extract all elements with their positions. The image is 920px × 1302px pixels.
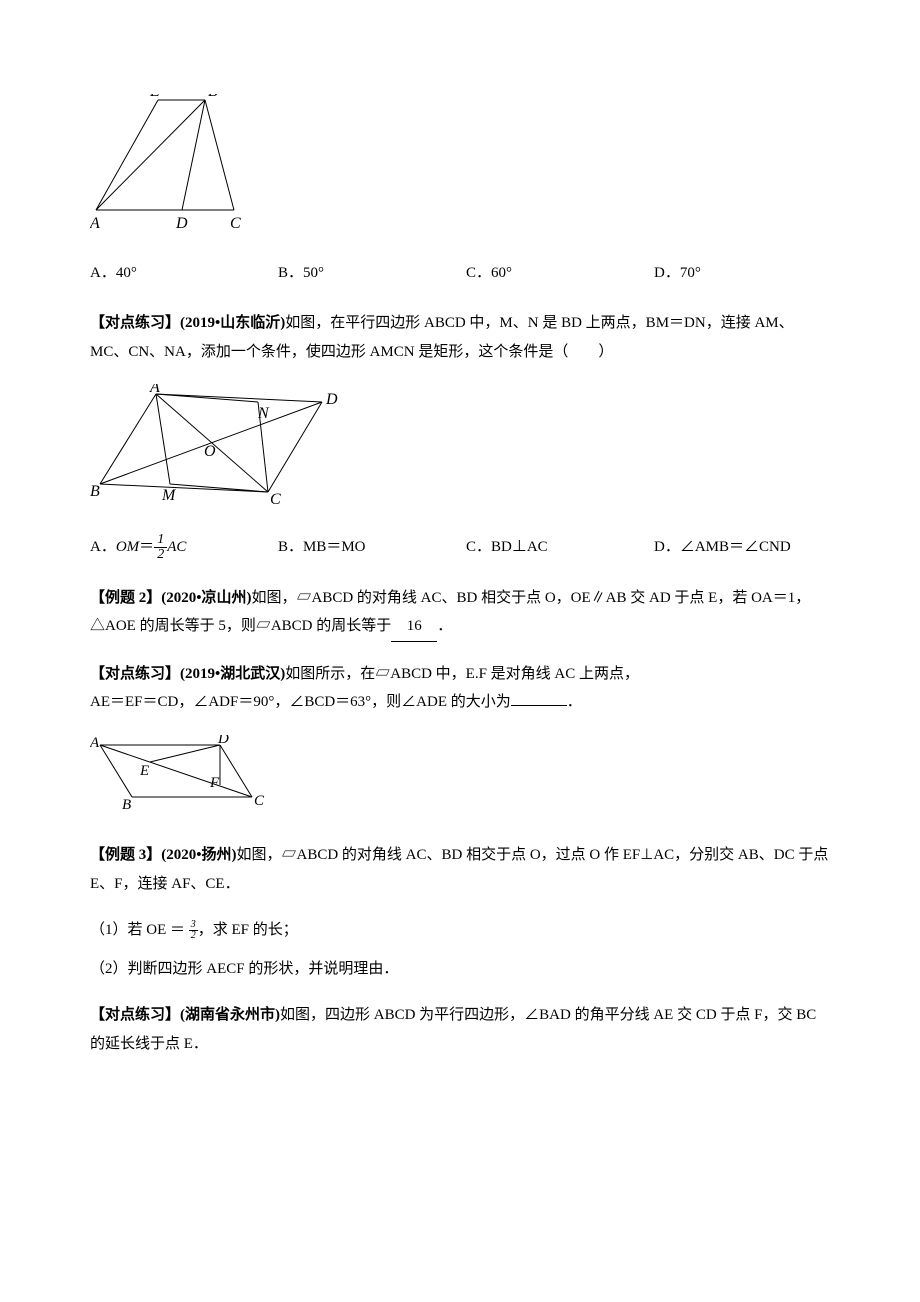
label-D: D [175, 215, 188, 232]
label-C: C [230, 215, 241, 232]
label-C: C [270, 491, 281, 508]
option-c[interactable]: C．60° [466, 259, 642, 288]
option-d[interactable]: D．70° [654, 259, 830, 288]
q5-sub1-eq: ＝ [170, 922, 185, 938]
q4-tail: ． [567, 694, 582, 710]
figure-parallelogram-amcn: A D B C M N O [90, 384, 830, 519]
q4-lead: 【对点练习】(2019•湖北武汉) [90, 666, 285, 682]
figure-ebadc: A D C B E [90, 94, 830, 245]
opt-a-num: 1 [154, 533, 167, 548]
label-O: O [204, 443, 216, 460]
q3-tail: ． [437, 618, 452, 634]
q5-sub1-den: 2 [189, 931, 198, 941]
q5-sub1-prefix: （1）若 OE [90, 922, 166, 938]
option-b[interactable]: B．MB＝MO [278, 533, 454, 562]
label-B: B [122, 797, 131, 813]
q6-lead: 【对点练习】(湖南省永州市) [90, 1007, 280, 1023]
opt-a-den: 2 [154, 548, 167, 562]
q5-sub2: （2）判断四边形 AECF 的形状，并说明理由． [90, 955, 830, 984]
q3-answer: 16 [391, 612, 437, 642]
option-b[interactable]: B．50° [278, 259, 454, 288]
q5-sub1-tail: ，求 EF 的长； [198, 922, 298, 938]
q1-options: A．40° B．50° C．60° D．70° [90, 259, 830, 288]
label-B: B [90, 483, 100, 500]
opt-a-prefix: A． [90, 539, 116, 555]
opt-a-eq: ＝ [139, 539, 154, 555]
q5-block: 【例题 3】(2020•扬州)如图，▱ABCD 的对角线 AC、BD 相交于点 … [90, 841, 830, 898]
label-B: B [208, 94, 218, 100]
label-C: C [254, 793, 265, 809]
label-A: A [90, 215, 100, 232]
q2-lead: 【对点练习】(2019•山东临沂) [90, 315, 285, 331]
q5-sub1: （1）若 OE ＝ 32，求 EF 的长； [90, 916, 830, 945]
label-D: D [325, 391, 338, 408]
option-a[interactable]: A．40° [90, 259, 266, 288]
label-A: A [149, 384, 160, 396]
label-M: M [161, 487, 177, 504]
q2-options: A．OM＝12AC B．MB＝MO C．BD⊥AC D．∠AMB＝∠CND [90, 533, 830, 562]
opt-a-rhs: AC [167, 539, 186, 555]
q4-block: 【对点练习】(2019•湖北武汉)如图所示，在▱ABCD 中，E.F 是对角线 … [90, 660, 830, 717]
label-N: N [257, 405, 270, 422]
q4-body1: 如图所示，在▱ABCD 中，E.F 是对角线 AC 上两点， [285, 666, 639, 682]
q2-block: 【对点练习】(2019•山东临沂)如图，在平行四边形 ABCD 中，M、N 是 … [90, 309, 830, 366]
option-c[interactable]: C．BD⊥AC [466, 533, 642, 562]
q4-body2: AE＝EF＝CD，∠ADF＝90°，∠BCD＝63°，则∠ADE 的大小为 [90, 694, 511, 710]
option-d[interactable]: D．∠AMB＝∠CND [654, 533, 830, 562]
q3-lead: 【例题 2】(2020•凉山州) [90, 590, 252, 606]
label-F: F [209, 775, 220, 791]
figure-abcd-ef: A D B C E F [90, 735, 830, 824]
q6-block: 【对点练习】(湖南省永州市)如图，四边形 ABCD 为平行四边形，∠BAD 的角… [90, 1001, 830, 1058]
q5-lead: 【例题 3】(2020•扬州) [90, 847, 237, 863]
opt-a-lhs: OM [116, 539, 139, 555]
label-E: E [149, 94, 160, 100]
q3-block: 【例题 2】(2020•凉山州)如图，▱ABCD 的对角线 AC、BD 相交于点… [90, 584, 830, 642]
option-a[interactable]: A．OM＝12AC [90, 533, 266, 562]
label-D: D [217, 735, 229, 747]
label-E: E [139, 763, 149, 779]
q4-blank [511, 705, 567, 706]
label-A: A [90, 735, 100, 751]
